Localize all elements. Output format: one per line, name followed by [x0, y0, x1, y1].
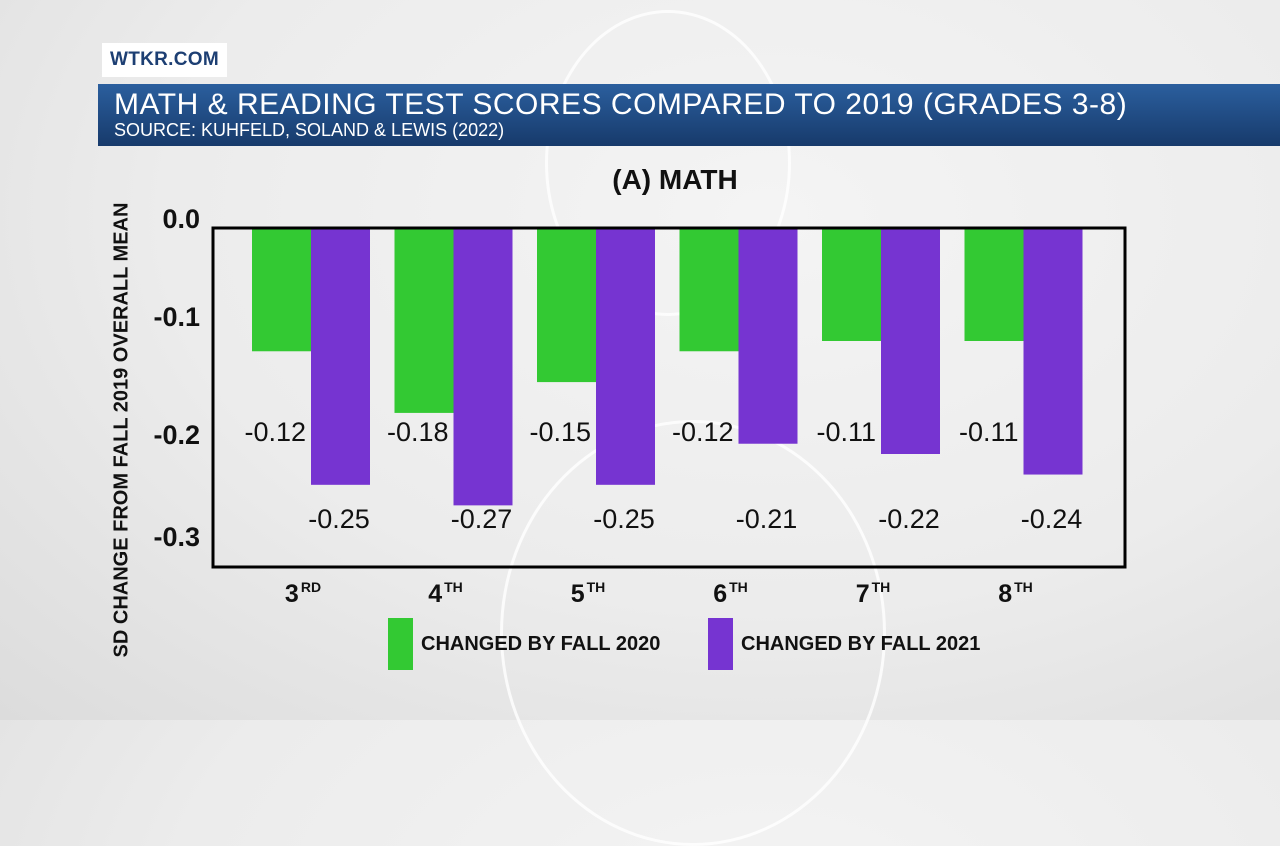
data-label: -0.25 [593, 504, 655, 534]
bar-2021 [1023, 228, 1083, 475]
data-label: -0.21 [736, 504, 798, 534]
bar-2020 [252, 228, 311, 352]
data-label: -0.27 [451, 504, 513, 534]
x-tick-label: 5 TH [571, 579, 606, 608]
bar-2020 [964, 228, 1024, 341]
legend-item-2020: CHANGED BY FALL 2020 [388, 618, 660, 670]
plot-frame [211, 226, 1127, 569]
x-tick-label: 7 TH [856, 579, 891, 608]
legend-swatch [388, 618, 413, 670]
data-label: -0.12 [672, 417, 734, 447]
bar-2020 [537, 228, 596, 383]
legend-swatch [708, 618, 733, 670]
banner-subtitle: SOURCE: KUHFELD, SOLAND & LEWIS (2022) [114, 120, 505, 140]
chart-title: (A) MATH [612, 164, 738, 195]
legend-label: CHANGED BY FALL 2021 [741, 632, 981, 655]
background-decoration [545, 10, 791, 316]
bar-2021 [453, 228, 513, 506]
bar-chart: -0.12 -0.25 3 RD -0.18 -0.27 4 TH -0.15 -0.25 5 TH -… [153, 204, 1127, 608]
legend-item-2021: CHANGED BY FALL 2021 [708, 618, 980, 670]
data-label: -0.15 [529, 417, 591, 447]
bar-2021 [596, 228, 655, 485]
data-label: -0.11 [959, 417, 1019, 447]
data-label: -0.11 [816, 417, 876, 447]
x-tick-label: 8 TH [998, 579, 1033, 608]
bar-2020 [822, 228, 881, 341]
x-tick-label: 4 TH [428, 579, 463, 608]
title-banner: MATH & READING TEST SCORES COMPARED TO 2… [98, 84, 1280, 146]
bar-2020 [679, 228, 739, 352]
data-label: -0.12 [244, 417, 306, 447]
data-label: -0.25 [308, 504, 370, 534]
y-tick-label: 0.0 [162, 204, 200, 234]
bar-2021 [738, 228, 798, 444]
legend-label: CHANGED BY FALL 2020 [421, 632, 661, 655]
x-tick-label: 6 TH [713, 579, 748, 608]
data-label: -0.22 [878, 504, 940, 534]
banner-title: MATH & READING TEST SCORES COMPARED TO 2… [114, 88, 1128, 121]
x-tick-label: 3 RD [285, 579, 321, 608]
bar-2020 [394, 228, 454, 413]
data-label: -0.24 [1021, 504, 1083, 534]
data-label: -0.18 [387, 417, 449, 447]
bar-2021 [311, 228, 370, 485]
station-logo: WTKR.COM [102, 43, 227, 77]
y-tick-label: -0.1 [153, 302, 200, 332]
y-tick-label: -0.3 [153, 522, 200, 552]
bar-2021 [881, 228, 940, 454]
y-tick-label: -0.2 [153, 420, 200, 450]
